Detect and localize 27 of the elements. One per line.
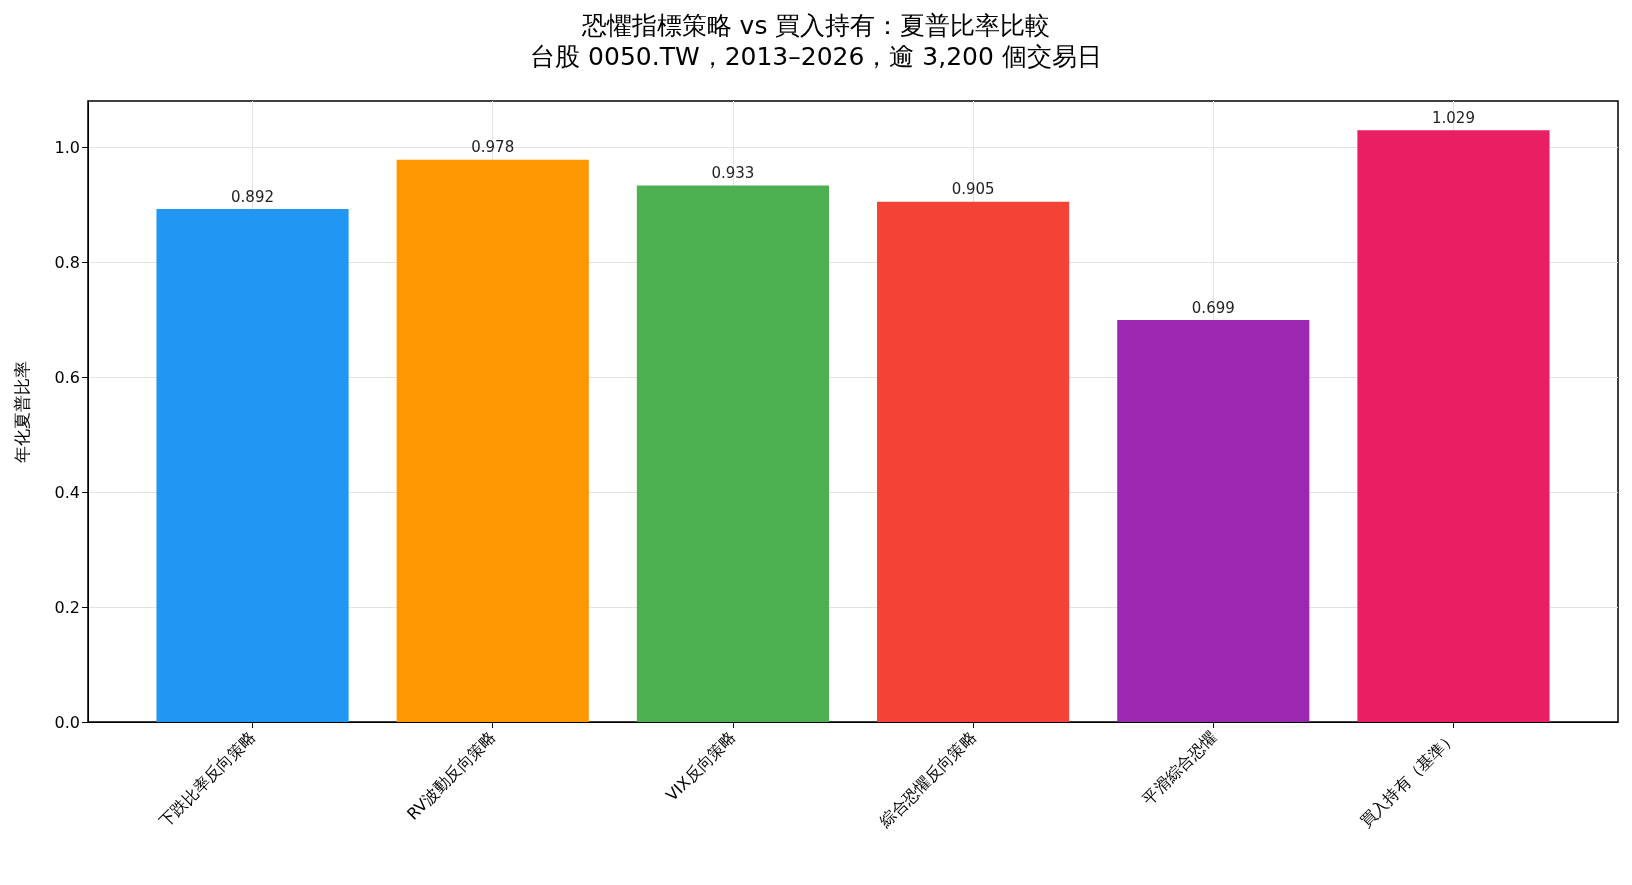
bar bbox=[877, 201, 1070, 722]
chart-subtitle: 台股 0050.TW，2013–2026，逾 3,200 個交易日 bbox=[530, 42, 1102, 71]
y-tick-label: 0.6 bbox=[54, 367, 80, 387]
y-tick-label: 0.4 bbox=[54, 482, 80, 502]
data-label: 0.892 bbox=[231, 187, 275, 206]
data-label: 0.699 bbox=[1191, 298, 1235, 317]
x-tick-label: 買入持有（基準） bbox=[1356, 727, 1461, 832]
bar bbox=[156, 209, 349, 722]
bar bbox=[636, 185, 829, 722]
data-label: 0.905 bbox=[951, 180, 995, 199]
x-tick-label: 下跌比率反向策略 bbox=[155, 727, 260, 832]
y-tick-label: 0.2 bbox=[54, 597, 80, 617]
y-tick-label: 1.0 bbox=[54, 137, 80, 157]
data-label: 0.978 bbox=[471, 138, 515, 157]
bar bbox=[1117, 320, 1310, 722]
y-tick-label: 0.0 bbox=[54, 712, 80, 732]
x-tick-label: 綜合恐懼反向策略 bbox=[875, 727, 980, 832]
x-tick-label: 平滑綜合恐懼 bbox=[1138, 727, 1220, 809]
y-axis-title: 年化夏普比率 bbox=[11, 360, 32, 463]
data-label: 1.029 bbox=[1431, 108, 1475, 127]
chart-title: 恐懼指標策略 vs 買入持有：夏普比率比較 bbox=[580, 11, 1051, 40]
x-tick-label: RV波動反向策略 bbox=[403, 727, 500, 824]
bar bbox=[396, 159, 589, 722]
y-tick-label: 0.8 bbox=[54, 252, 80, 272]
x-tick-label: VIX反向策略 bbox=[662, 727, 740, 805]
bar bbox=[1357, 130, 1550, 722]
data-label: 0.933 bbox=[711, 164, 755, 183]
